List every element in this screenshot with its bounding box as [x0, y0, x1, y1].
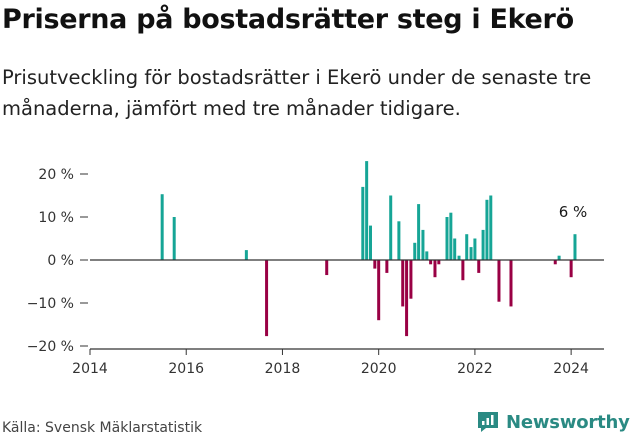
y-tick-label: −20 %: [27, 339, 74, 355]
bar-positive: [489, 195, 493, 260]
bar-positive: [557, 255, 561, 260]
bar-negative: [325, 260, 329, 276]
brand-logo: Newsworthy: [476, 410, 630, 434]
x-tick-label: 2022: [457, 361, 493, 377]
bar-positive: [397, 221, 401, 260]
bar-positive: [457, 255, 461, 260]
bar-positive: [369, 225, 372, 260]
bar-positive: [244, 250, 248, 260]
y-tick-label: 20 %: [38, 167, 74, 183]
bar-negative: [429, 260, 433, 265]
bar-positive: [481, 229, 485, 260]
bar-negative: [401, 260, 405, 307]
bar-negative: [373, 260, 377, 269]
chart-subtitle: Prisutveckling för bostadsrätter i Ekerö…: [2, 66, 592, 120]
brand-name: Newsworthy: [506, 411, 630, 433]
bars: [160, 161, 577, 337]
x-tick-label: 2016: [168, 361, 204, 377]
bar-negative: [497, 260, 501, 302]
bar-negative: [461, 260, 465, 281]
bar-positive: [160, 194, 164, 260]
y-tick-label: −10 %: [27, 296, 74, 312]
bar-positive: [421, 229, 425, 260]
bar-positive: [573, 234, 577, 260]
bar-negative: [569, 260, 573, 278]
x-axis-ticks: 2014 2016 2018 2020 2022 2024: [72, 349, 589, 377]
bar-positive: [425, 251, 429, 260]
x-tick-label: 2014: [72, 361, 108, 377]
y-axis-ticks: 20 % 10 % 0 % −10 % −20 %: [27, 167, 88, 355]
bar-negative: [437, 260, 441, 265]
last-value-annotation: 6 %: [559, 203, 588, 221]
bar-negative: [405, 260, 409, 337]
newsworthy-logo-icon: [478, 412, 498, 432]
bar-negative: [477, 260, 481, 273]
bar-negative: [509, 260, 513, 307]
bar-positive: [473, 238, 477, 260]
y-tick-label: 10 %: [38, 210, 74, 226]
bar-positive: [453, 238, 457, 260]
bar-positive: [449, 212, 453, 260]
bar-positive: [469, 247, 473, 260]
chart-title: Priserna på bostadsrätter steg i Ekerö: [2, 4, 574, 35]
x-tick-label: 2018: [265, 361, 301, 377]
y-tick-label: 0 %: [47, 253, 74, 269]
bar-positive: [485, 199, 489, 260]
bar-positive: [445, 217, 449, 260]
bar-negative: [553, 260, 557, 265]
bar-positive: [361, 186, 365, 260]
bar-positive: [413, 242, 417, 260]
x-tick-label: 2024: [553, 361, 589, 377]
bar-negative: [265, 260, 269, 337]
bar-negative: [433, 260, 437, 278]
bar-positive: [172, 217, 176, 260]
x-tick-label: 2020: [361, 361, 397, 377]
bar-positive: [465, 234, 469, 260]
bar-positive: [417, 204, 421, 260]
bar-negative: [377, 260, 381, 321]
source-note: Källa: Svensk Mäklarstatistik: [2, 420, 203, 436]
bar-negative: [385, 260, 389, 273]
bar-positive: [365, 161, 369, 260]
bar-positive: [389, 195, 393, 260]
bar-negative: [409, 260, 413, 299]
